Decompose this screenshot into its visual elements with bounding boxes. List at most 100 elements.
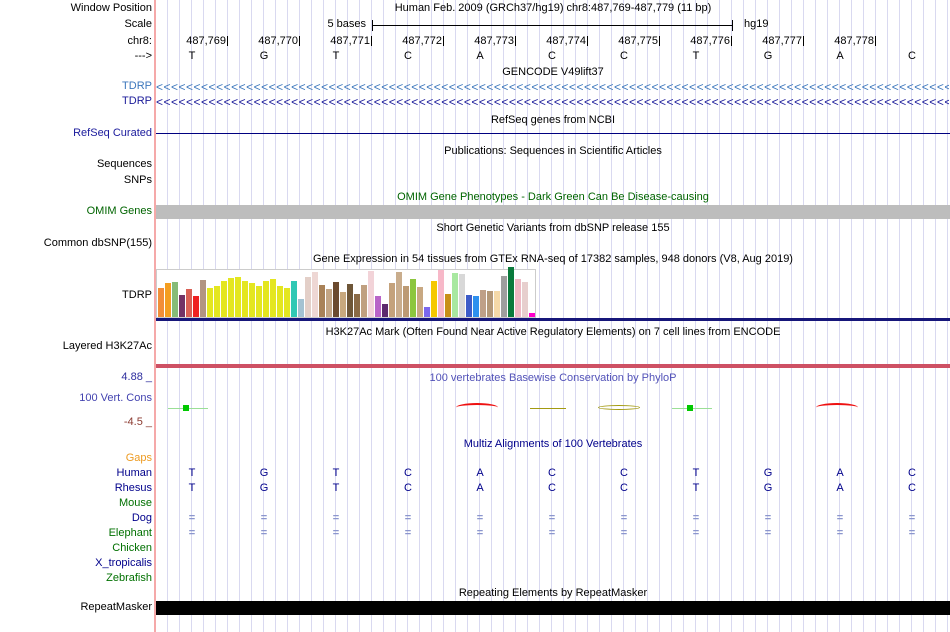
- coordinate-label: 487,770: [258, 35, 298, 47]
- track-label-common-dbsnp[interactable]: Common dbSNP(155): [43, 237, 152, 249]
- aligned-base: C: [548, 482, 556, 494]
- gtex-tissue-bar: [235, 277, 241, 317]
- gtex-tissue-bar: [389, 283, 395, 317]
- species-label-elephant[interactable]: Elephant: [108, 527, 152, 539]
- base-letter: A: [476, 50, 484, 62]
- coordinate-label: 487,773: [474, 35, 514, 47]
- scale-label: Scale: [124, 18, 152, 30]
- scale-ruler: [372, 20, 733, 31]
- aligned-base: T: [332, 482, 340, 494]
- species-label-rhesus[interactable]: Rhesus: [114, 482, 152, 494]
- coordinate-label: 487,772: [402, 35, 442, 47]
- alignment-gap-mark: =: [404, 527, 412, 539]
- species-label-human[interactable]: Human: [116, 467, 152, 479]
- gtex-tissue-bar: [452, 273, 458, 317]
- gtex-tissue-bar: [375, 296, 381, 317]
- window-position-label: Window Position: [70, 2, 152, 14]
- gtex-tissue-bar: [473, 296, 479, 317]
- species-label-mouse[interactable]: Mouse: [118, 497, 152, 509]
- base-letter: T: [188, 50, 196, 62]
- alignment-gap-mark: =: [188, 512, 196, 524]
- gene-label-tdrp-1[interactable]: TDRP: [122, 80, 152, 92]
- coordinate-tick: [443, 36, 444, 46]
- track-title-omim[interactable]: OMIM Gene Phenotypes - Dark Green Can Be…: [397, 191, 709, 203]
- gtex-tissue-bar: [410, 279, 416, 317]
- coordinate-label: 487,778: [834, 35, 874, 47]
- track-title-h3k27ac[interactable]: H3K27Ac Mark (Often Found Near Active Re…: [325, 326, 781, 338]
- gtex-tissue-bar: [291, 281, 297, 317]
- coordinate-label: 487,774: [546, 35, 586, 47]
- track-title-refseq[interactable]: RefSeq genes from NCBI: [490, 114, 616, 126]
- aligned-base: G: [259, 482, 269, 494]
- gtex-tissue-bar: [354, 294, 360, 317]
- base-letter: C: [908, 50, 916, 62]
- phylop-max-value: 4.88 _: [121, 371, 152, 383]
- gtex-tissue-bar: [340, 292, 346, 317]
- coordinates-row: 487,769 487,770 487,771 487,772 487,773 487,7…: [156, 35, 950, 49]
- alignment-gap-mark: =: [548, 527, 556, 539]
- track-title-multiz[interactable]: Multiz Alignments of 100 Vertebrates: [463, 438, 643, 450]
- species-label-x_tropicalis[interactable]: X_tropicalis: [95, 557, 152, 569]
- gtex-tissue-bar: [172, 282, 178, 317]
- alignment-gap-mark: =: [836, 527, 844, 539]
- gtex-tissue-bar: [165, 283, 171, 317]
- track-label-layered-h3k27ac[interactable]: Layered H3K27Ac: [62, 340, 152, 352]
- alignment-gap-mark: =: [620, 527, 628, 539]
- gtex-tissue-bar: [347, 284, 353, 317]
- coordinate-label: 487,769: [186, 35, 226, 47]
- gtex-tissue-bar: [529, 313, 535, 317]
- aligned-base: G: [763, 467, 773, 479]
- aligned-base: C: [908, 467, 916, 479]
- gtex-tissue-bar: [186, 289, 192, 317]
- aligned-base: A: [836, 467, 844, 479]
- gtex-tissue-bar: [515, 279, 521, 317]
- track-label-snps[interactable]: SNPs: [123, 174, 152, 186]
- strand-direction-label: --->: [134, 50, 152, 62]
- gtex-tissue-bar: [158, 288, 164, 317]
- base-letter: G: [763, 50, 773, 62]
- alignment-gap-mark: =: [908, 527, 916, 539]
- track-title-repeatmasker[interactable]: Repeating Elements by RepeatMasker: [458, 587, 648, 599]
- track-title-gencode[interactable]: GENCODE V49lift37: [502, 66, 604, 78]
- gtex-tissue-bar: [466, 295, 472, 317]
- phylop-mark-arc: [816, 403, 858, 412]
- phylop-min-value: -4.5 _: [123, 416, 152, 428]
- species-label-chicken[interactable]: Chicken: [112, 542, 152, 554]
- coordinate-label: 487,777: [762, 35, 802, 47]
- gtex-tissue-bar: [403, 286, 409, 317]
- alignment-gap-mark: =: [404, 512, 412, 524]
- track-label-omim-genes[interactable]: OMIM Genes: [86, 205, 152, 217]
- track-title-dbsnp[interactable]: Short Genetic Variants from dbSNP releas…: [436, 222, 670, 234]
- gtex-tissue-bar: [179, 295, 185, 317]
- alignment-gap-mark: =: [692, 512, 700, 524]
- aligned-base: A: [476, 482, 484, 494]
- refseq-gene-line: [156, 133, 950, 134]
- track-label-gtex-tdrp[interactable]: TDRP: [122, 289, 152, 301]
- species-label-gaps[interactable]: Gaps: [125, 452, 152, 464]
- gtex-expression-chart: [156, 267, 536, 318]
- species-label-zebrafish[interactable]: Zebrafish: [106, 572, 152, 584]
- base-letter: C: [404, 50, 412, 62]
- track-title-phylop[interactable]: 100 vertebrates Basewise Conservation by…: [429, 372, 677, 384]
- transcript-strand-arrows-2: <<<<<<<<<<<<<<<<<<<<<<<<<<<<<<<<<<<<<<<<…: [156, 96, 949, 109]
- base-letter: C: [548, 50, 556, 62]
- alignment-gap-mark: =: [188, 527, 196, 539]
- species-label-dog[interactable]: Dog: [131, 512, 152, 524]
- base-letter: A: [836, 50, 844, 62]
- chrom-label: chr8:: [127, 35, 152, 47]
- alignment-gap-mark: =: [764, 527, 772, 539]
- coordinate-tick: [299, 36, 300, 46]
- track-label-sequences[interactable]: Sequences: [96, 158, 152, 170]
- track-label-repeatmasker[interactable]: RepeatMasker: [80, 601, 152, 613]
- coordinate-tick: [803, 36, 804, 46]
- alignment-gap-mark: =: [476, 527, 484, 539]
- gene-label-tdrp-2[interactable]: TDRP: [122, 95, 152, 107]
- aligned-base: T: [188, 482, 196, 494]
- gtex-tissue-bar: [368, 271, 374, 317]
- track-label-refseq-curated[interactable]: RefSeq Curated: [73, 127, 152, 139]
- track-label-vert-cons[interactable]: 100 Vert. Cons: [79, 392, 152, 404]
- track-title-gtex[interactable]: Gene Expression in 54 tissues from GTEx …: [313, 253, 793, 265]
- aligned-base: T: [692, 467, 700, 479]
- phylop-mark-arc: [456, 403, 498, 412]
- track-title-publications[interactable]: Publications: Sequences in Scientific Ar…: [444, 145, 662, 157]
